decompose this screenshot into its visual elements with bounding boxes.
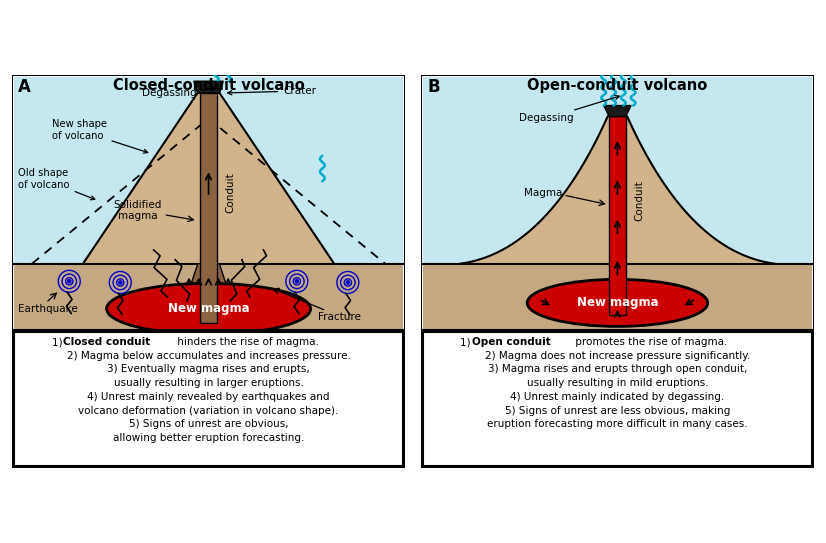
- Text: 4) Unrest mainly indicated by degassing.: 4) Unrest mainly indicated by degassing.: [510, 392, 724, 402]
- Text: 3) Magma rises and erupts through open conduit,: 3) Magma rises and erupts through open c…: [487, 364, 748, 375]
- Polygon shape: [181, 264, 236, 314]
- Text: Earthquake: Earthquake: [18, 304, 78, 314]
- FancyBboxPatch shape: [423, 77, 812, 264]
- FancyBboxPatch shape: [12, 75, 405, 468]
- FancyBboxPatch shape: [421, 75, 814, 468]
- Text: Closed conduit: Closed conduit: [64, 337, 150, 347]
- Text: A: A: [18, 79, 31, 97]
- FancyBboxPatch shape: [200, 93, 217, 323]
- Polygon shape: [83, 93, 334, 264]
- Text: New magma: New magma: [577, 296, 658, 310]
- Text: 1): 1): [461, 337, 474, 347]
- Text: B: B: [427, 79, 439, 97]
- Text: Old shape
of volcano: Old shape of volcano: [18, 168, 95, 200]
- Text: 1): 1): [52, 337, 65, 347]
- Text: New magma: New magma: [168, 302, 249, 315]
- Text: 5) Signs of unrest are obvious,: 5) Signs of unrest are obvious,: [129, 419, 288, 430]
- Text: 4) Unrest mainly revealed by earthquakes and: 4) Unrest mainly revealed by earthquakes…: [88, 392, 330, 402]
- Circle shape: [346, 281, 349, 284]
- Text: volcano deformation (variation in volcano shape).: volcano deformation (variation in volcan…: [78, 406, 339, 416]
- Text: usually resulting in larger eruptions.: usually resulting in larger eruptions.: [114, 378, 303, 388]
- Text: hinders the rise of magma.: hinders the rise of magma.: [174, 337, 319, 347]
- Text: Crater: Crater: [228, 86, 316, 96]
- Text: eruption forecasting more difficult in many cases.: eruption forecasting more difficult in m…: [487, 419, 748, 430]
- Text: 2) Magma does not increase pressure significantly.: 2) Magma does not increase pressure sign…: [485, 351, 750, 361]
- Text: Conduit: Conduit: [225, 173, 235, 213]
- Text: Open-conduit volcano: Open-conduit volcano: [527, 79, 708, 93]
- FancyBboxPatch shape: [610, 116, 625, 314]
- Text: Conduit: Conduit: [634, 180, 644, 221]
- Text: Degassing: Degassing: [142, 87, 216, 98]
- Text: Fracture: Fracture: [319, 312, 361, 321]
- Text: allowing better eruption forecasting.: allowing better eruption forecasting.: [113, 433, 304, 443]
- Circle shape: [68, 280, 71, 283]
- Text: usually resulting in mild eruptions.: usually resulting in mild eruptions.: [527, 378, 708, 388]
- Polygon shape: [194, 81, 223, 93]
- Circle shape: [295, 280, 298, 283]
- FancyBboxPatch shape: [423, 264, 812, 330]
- Polygon shape: [461, 117, 775, 264]
- Polygon shape: [604, 105, 631, 117]
- FancyBboxPatch shape: [14, 77, 403, 264]
- Text: Closed-conduit volcano: Closed-conduit volcano: [112, 79, 305, 93]
- FancyBboxPatch shape: [423, 332, 812, 466]
- Text: Solidified
magma: Solidified magma: [114, 200, 162, 222]
- Circle shape: [119, 281, 122, 284]
- Text: Magma: Magma: [524, 188, 562, 198]
- Text: 5) Signs of unrest are less obvious, making: 5) Signs of unrest are less obvious, mak…: [505, 406, 730, 416]
- Text: New shape
of volcano: New shape of volcano: [52, 119, 148, 153]
- FancyBboxPatch shape: [14, 264, 403, 330]
- Text: promotes the rise of magma.: promotes the rise of magma.: [572, 337, 727, 347]
- Text: 3) Eventually magma rises and erupts,: 3) Eventually magma rises and erupts,: [107, 364, 310, 375]
- Text: 2) Magma below accumulates and increases pressure.: 2) Magma below accumulates and increases…: [67, 351, 350, 361]
- Text: Open conduit: Open conduit: [472, 337, 551, 347]
- Ellipse shape: [527, 279, 708, 326]
- FancyBboxPatch shape: [14, 332, 403, 466]
- Ellipse shape: [107, 283, 311, 334]
- Text: Degassing: Degassing: [520, 96, 620, 123]
